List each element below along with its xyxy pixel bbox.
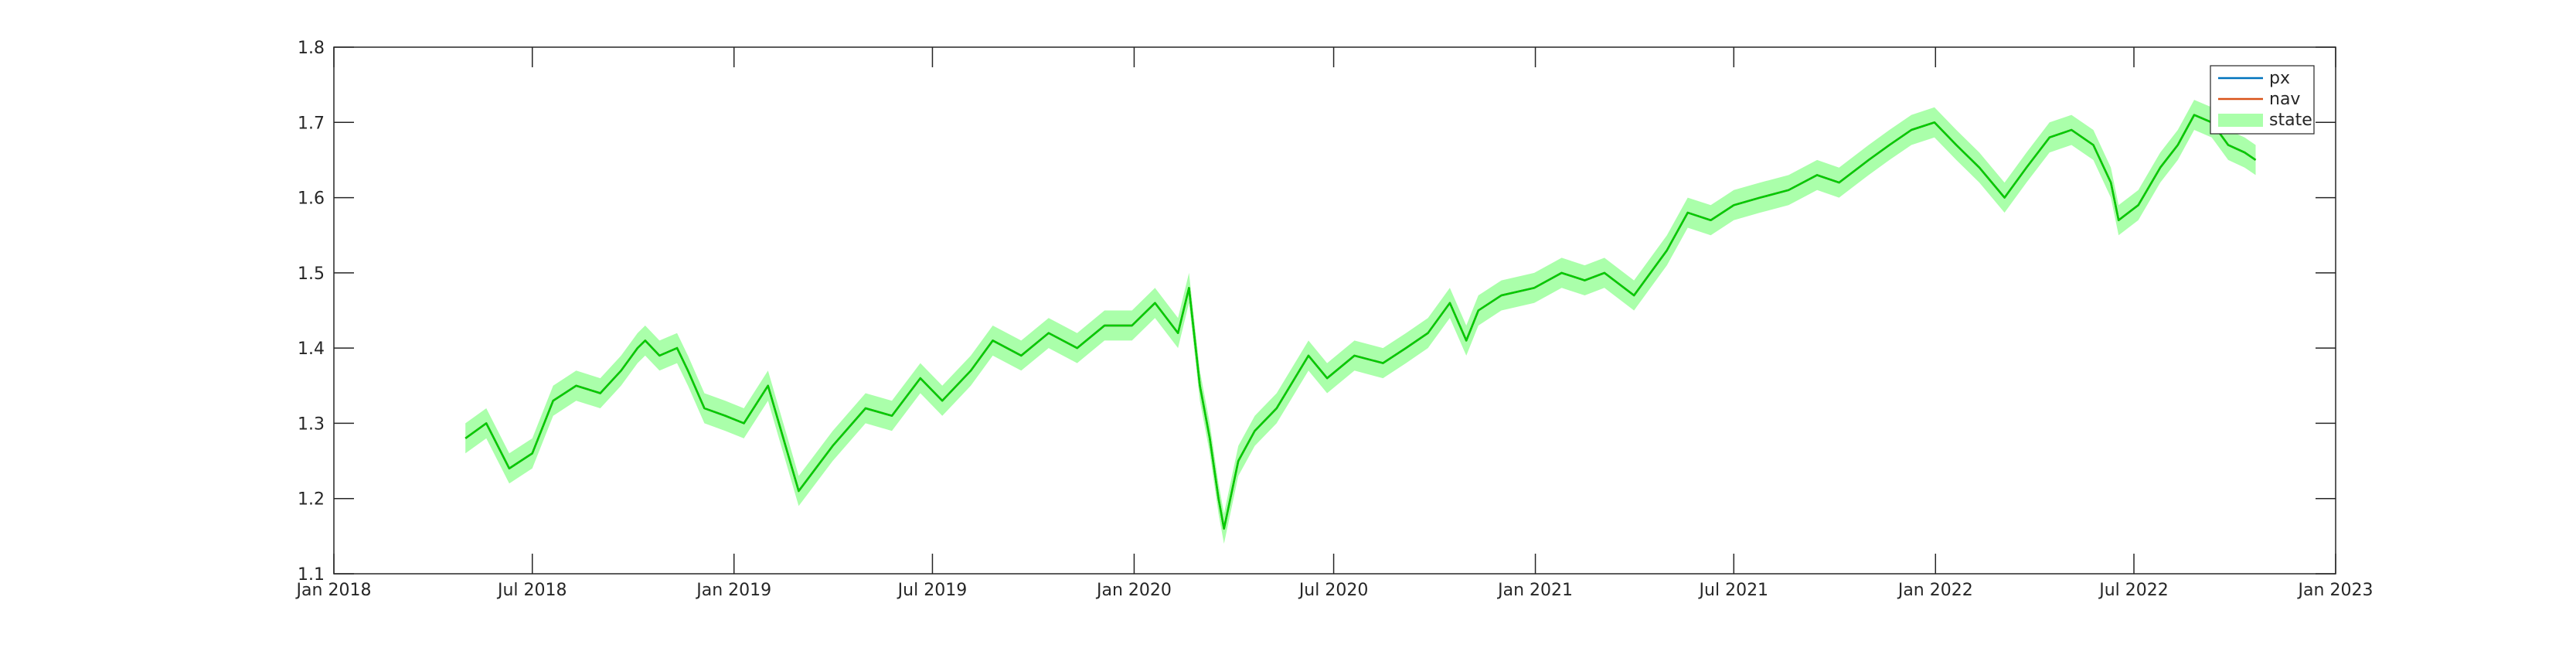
plot-area-background bbox=[334, 47, 2336, 574]
x-axis: Jan 2018 Jul 2018 Jan 2019 Jul 2019 Jan 2020… bbox=[295, 47, 2374, 600]
x-tick-label: Jan 2021 bbox=[1496, 581, 1573, 600]
x-tick-label: Jan 2019 bbox=[695, 581, 771, 600]
legend-label-px: px bbox=[2269, 69, 2290, 88]
state-band-layer bbox=[465, 100, 2256, 544]
legend-label-nav: nav bbox=[2269, 90, 2300, 109]
x-tick-label: Jul 2018 bbox=[496, 581, 567, 600]
y-tick-label: 1.7 bbox=[298, 114, 325, 133]
legend-label-state: state bbox=[2269, 111, 2312, 130]
x-tick-label: Jan 2023 bbox=[2297, 581, 2374, 600]
x-tick-label: Jul 2020 bbox=[1298, 581, 1369, 600]
x-tick-label: Jan 2018 bbox=[295, 581, 372, 600]
legend-swatch-state bbox=[2218, 114, 2263, 127]
x-tick-label: Jan 2022 bbox=[1897, 581, 1973, 600]
plot-area-border bbox=[333, 46, 2336, 575]
y-tick-label: 1.4 bbox=[298, 339, 325, 359]
series-line-layer bbox=[464, 114, 2257, 530]
y-tick-label: 1.8 bbox=[298, 39, 325, 58]
y-tick-label: 1.5 bbox=[298, 264, 325, 284]
y-tick-label: 1.3 bbox=[298, 414, 325, 434]
y-tick-label: 1.2 bbox=[298, 490, 325, 510]
x-tick-label: Jul 2022 bbox=[2098, 581, 2169, 600]
state-band bbox=[465, 100, 2256, 544]
series-line-state bbox=[464, 114, 2257, 530]
legend: px nav state bbox=[2210, 65, 2315, 135]
y-tick-label: 1.1 bbox=[298, 565, 325, 585]
y-axis: 1.1 1.2 1.3 1.4 1.5 1.6 1.7 1.8 bbox=[298, 39, 2336, 585]
x-tick-label: Jul 2019 bbox=[897, 581, 968, 600]
x-tick-label: Jan 2020 bbox=[1095, 581, 1172, 600]
x-tick-label: Jul 2021 bbox=[1698, 581, 1769, 600]
y-tick-label: 1.6 bbox=[298, 189, 325, 209]
